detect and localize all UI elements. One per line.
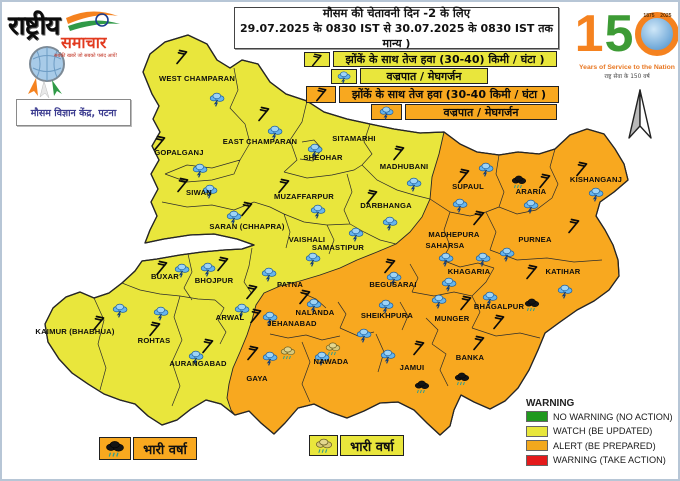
district-label-banka: BANKA [456,353,485,362]
district-label-purnea: PURNEA [518,235,552,244]
north-arrow-icon [628,89,652,139]
yellow-swatch [526,425,548,437]
title-line1: मौसम की चेतावनी दिन -2 के लिए [322,5,471,20]
district-label-nawada: NAWADA [314,357,349,366]
green-swatch [526,411,548,422]
imd-150-logo: 1 5 1875 2025 Years of Service to the Na… [574,5,678,80]
thunderstorm-icon [379,105,394,120]
legend-wind-watch: झोंकें के साथ तेज हवा (30-40) किमी / घंट… [333,51,557,67]
red-swatch [526,454,548,466]
heavy-rain-alert-label-cell: भारी वर्षा [133,437,197,460]
district-label-bhojpur: BHOJPUR [195,276,234,285]
heavy-rain-watch-label: भारी वर्षा [350,439,394,455]
district-label-buxar: BUXAR [151,272,179,281]
district-label-aurangabad: AURANGABAD [169,359,227,368]
district-label-east-champaran: EAST CHAMPARAN [223,137,297,146]
legend-row-warning: WARNING (TAKE ACTION) [526,454,678,466]
district-label-bhagalpur: BHAGALPUR [474,302,525,311]
news-logo: राष्ट्रीय समाचार सबकी खबरें जो सबको पसंद… [6,4,134,98]
district-label-samastipur: SAMASTIPUR [312,243,365,252]
title-box: मौसम की चेतावनी दिन -2 के लिए 29.07.2025… [234,5,559,50]
warning-legend-title: WARNING [526,398,575,409]
district-label-jehanabad: JEHANABAD [267,319,317,328]
district-label-madhubani: MADHUBANI [380,162,429,171]
legend-thunder-watch: वज्रपात / मेघगर्जन [360,68,488,84]
district-label-araria: ARARIA [516,187,547,196]
no-warning-label: NO WARNING (NO ACTION) [553,411,673,422]
orange-swatch [526,440,548,451]
wind-barb-icon [310,53,324,67]
warning-legend: WARNING NO WARNING (NO ACTION) WATCH (BE… [526,398,678,469]
district-label-muzaffarpur: MUZAFFARPUR [274,192,334,201]
heavy-rain-dark-icon-cell [99,437,131,460]
district-label-saharsa: SAHARSA [426,241,465,250]
title-line2: 29.07.2025 के 0830 IST से 30.07.2025 के … [240,21,553,50]
office-label: मौसम विज्ञान केंद्र, पटना [16,99,131,126]
imd-slogan-hi: राष्ट्र सेवा के 150 वर्ष [604,74,650,80]
news-logo-subtitle: समाचार [59,33,109,52]
legend-row-no-warning: NO WARNING (NO ACTION) [526,411,678,422]
district-label-sheikhpura: SHEIKHPURA [361,311,414,320]
district-label-katihar: KATIHAR [545,267,580,276]
news-logo-tagline: सबकी खबरें जो सबको पसंद आयें! [54,53,118,59]
legend-thunder-watch-icon-cell [331,69,357,84]
legend-wind-watch-icon-cell [304,52,330,67]
district-label-kishanganj: KISHANGANJ [570,175,622,184]
district-label-vaishali: VAISHALI [289,235,325,244]
imd-slogan-en: Years of Service to the Nation [579,64,675,71]
legend-thunder-alert-icon-cell [371,104,402,120]
imd-digit-1: 1 [574,5,604,63]
alert-label: ALERT (BE PREPARED) [553,440,656,451]
district-label-saran-chhapra: SARAN (CHHAPRA) [209,222,284,231]
district-label-khagaria: KHAGARIA [448,267,491,276]
imd-year-1875: 1875 [643,13,655,19]
district-label-begusarai: BEGUSARAI [369,280,416,289]
district-label-rohtas: ROHTAS [138,336,171,345]
district-label-arwal: ARWAL [216,313,245,322]
dark-rain-cloud-icon [105,439,125,459]
district-label-siwan: SIWAN [186,188,212,197]
legend-heavy-rain-watch: भारी वर्षा [309,435,404,456]
heavy-rain-watch-label-cell: भारी वर्षा [340,435,404,456]
wind-barb-icon [314,87,329,102]
imd-year-2025: 2025 [660,13,672,19]
news-logo-art [28,11,120,98]
district-label-kaimur-bhabhua: KAIMUR (BHABHUA) [35,327,114,336]
news-logo-title: राष्ट्रीय [8,11,60,41]
district-label-patna: PATNA [277,280,303,289]
district-label-gaya: GAYA [246,374,268,383]
district-label-supaul: SUPAUL [452,182,484,191]
watch-label: WATCH (BE UPDATED) [553,426,653,436]
legend-heavy-rain-alert: भारी वर्षा [99,437,197,460]
district-label-gopalganj: GOPALGANJ [154,148,203,157]
legend-wind-watch-text: झोंकें के साथ तेज हवा (30-40) किमी / घंट… [345,52,545,66]
legend-row-watch: WATCH (BE UPDATED) [526,425,678,437]
heavy-rain-light-icon-cell [309,435,338,456]
heavy-rain-alert-label: भारी वर्षा [143,442,187,458]
district-label-munger: MUNGER [435,314,470,323]
district-label-west-champaran: WEST CHAMPARAN [159,74,235,83]
legend-thunder-alert-text: वज्रपात / मेघगर्जन [443,105,519,119]
district-label-jamui: JAMUI [400,363,425,372]
light-rain-cloud-icon [315,437,333,455]
district-label-nalanda: NALANDA [296,308,335,317]
legend-row-alert: ALERT (BE PREPARED) [526,440,678,451]
district-label-madhepura: MADHEPURA [428,230,479,239]
state-outline-stroke [44,34,629,436]
district-label-sheohar: SHEOHAR [303,153,343,162]
imd-digit-5: 5 [604,5,634,63]
legend-wind-alert-text: झोंकें के साथ तेज हवा (30-40 किमी / घंटा… [352,88,546,101]
legend-thunder-watch-text: वज्रपात / मेघगर्जन [386,69,462,83]
warning-label: WARNING (TAKE ACTION) [553,455,666,465]
thunderstorm-icon [337,70,351,84]
imd-emblem-globe: 1875 2025 [635,12,678,56]
legend-thunder-alert: वज्रपात / मेघगर्जन [405,104,557,120]
legend-wind-alert-icon-cell [306,86,336,103]
district-label-sitamarhi: SITAMARHI [332,134,375,143]
district-label-darbhanga: DARBHANGA [360,201,412,210]
legend-wind-alert: झोंकें के साथ तेज हवा (30-40 किमी / घंटा… [339,86,559,103]
